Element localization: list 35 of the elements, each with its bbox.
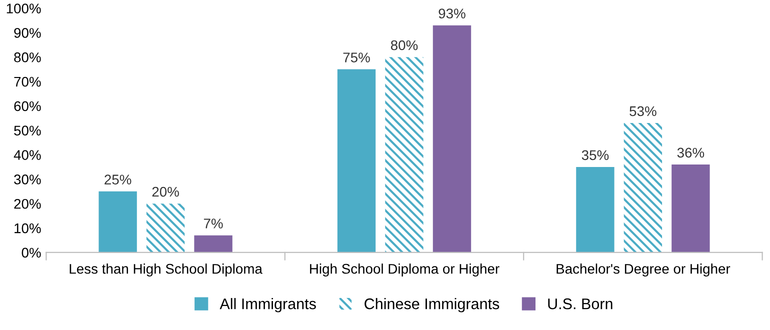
y-tick-label: 0% <box>22 248 41 258</box>
data-label: 75% <box>343 52 370 62</box>
data-label: 80% <box>390 40 418 50</box>
data-label: 53% <box>630 106 656 116</box>
bar <box>146 204 185 252</box>
bar <box>432 25 472 252</box>
bar <box>385 57 424 252</box>
bar <box>576 166 614 252</box>
x-tick-label: Less than High School Diploma <box>70 264 262 277</box>
data-label: 7% <box>204 218 223 228</box>
y-tick-label: 70% <box>14 76 41 87</box>
legend-label: Chinese Immigrants <box>364 298 500 312</box>
y-tick-label: 30% <box>14 174 41 184</box>
y-tick-label: 60% <box>14 101 41 112</box>
data-label: 35% <box>582 150 609 160</box>
bar <box>194 235 232 252</box>
legend-label: All Immigrants <box>220 298 316 312</box>
bar <box>337 69 376 252</box>
y-tick-label: 20% <box>14 198 41 209</box>
x-tick-label: High School Diploma or Higher <box>310 264 500 277</box>
y-tick-label: 100% <box>6 4 41 14</box>
y-tick-label: 40% <box>14 150 41 160</box>
y-tick-label: 90% <box>14 28 41 38</box>
y-tick-label: 80% <box>14 52 41 62</box>
bar <box>672 164 710 252</box>
x-tick-label: Bachelor's Degree or Higher <box>556 264 730 277</box>
bar <box>624 123 662 252</box>
data-label: 93% <box>438 8 466 18</box>
legend-label: U.S. Born <box>548 298 612 310</box>
data-label: 25% <box>104 174 132 184</box>
data-label: 36% <box>677 148 704 158</box>
bar <box>98 191 137 252</box>
y-tick-label: 10% <box>14 223 41 234</box>
data-label: 20% <box>152 186 179 197</box>
y-tick-label: 50% <box>14 126 41 136</box>
